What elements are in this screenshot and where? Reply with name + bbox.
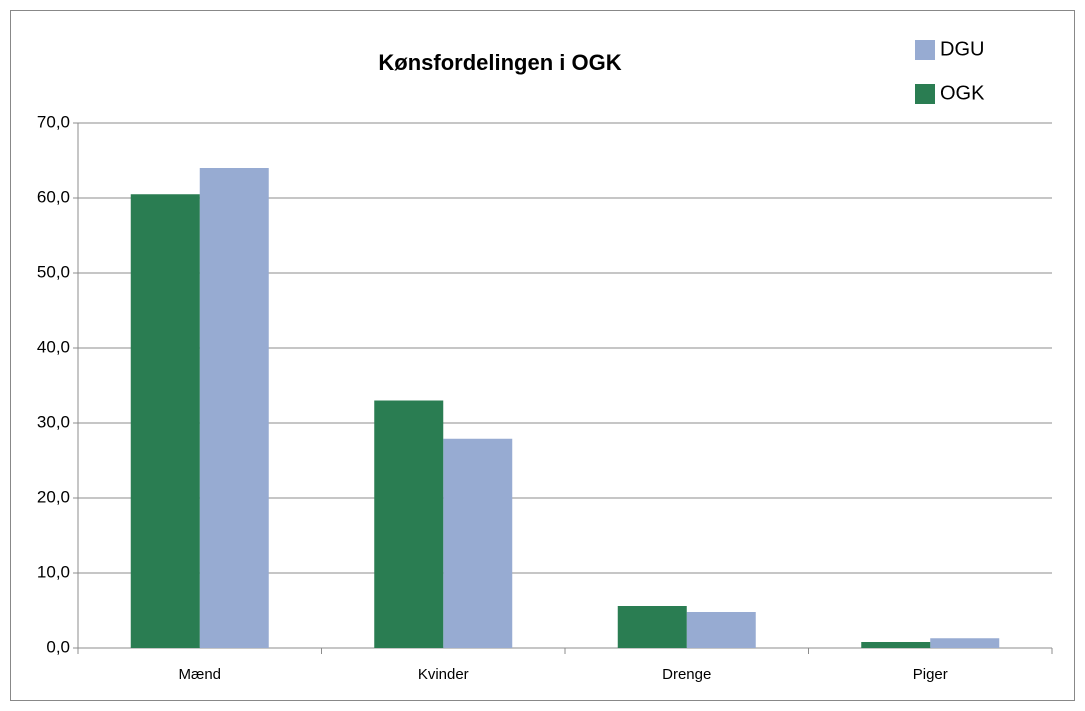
legend-label: DGU — [940, 38, 984, 60]
legend-swatch — [915, 40, 935, 60]
x-tick-label: Mænd — [178, 666, 221, 683]
bar — [861, 642, 931, 648]
y-tick-label: 40,0 — [37, 337, 70, 356]
chart-title: Kønsfordelingen i OGK — [378, 50, 621, 75]
x-tick-label: Piger — [913, 666, 948, 683]
bar — [199, 168, 269, 648]
bar — [130, 194, 200, 648]
x-tick-label: Drenge — [662, 666, 711, 683]
legend-swatch — [915, 84, 935, 104]
legend-label: OGK — [940, 82, 985, 104]
y-tick-label: 0,0 — [46, 637, 70, 656]
bar — [374, 400, 444, 648]
y-tick-label: 30,0 — [37, 412, 70, 431]
bar — [617, 606, 687, 648]
y-tick-label: 60,0 — [37, 187, 70, 206]
bar — [930, 638, 1000, 648]
y-tick-label: 50,0 — [37, 262, 70, 281]
bar — [443, 438, 513, 648]
bar — [686, 612, 756, 648]
x-tick-label: Kvinder — [418, 666, 469, 683]
y-tick-label: 70,0 — [37, 112, 70, 131]
y-tick-label: 10,0 — [37, 562, 70, 581]
y-tick-label: 20,0 — [37, 487, 70, 506]
